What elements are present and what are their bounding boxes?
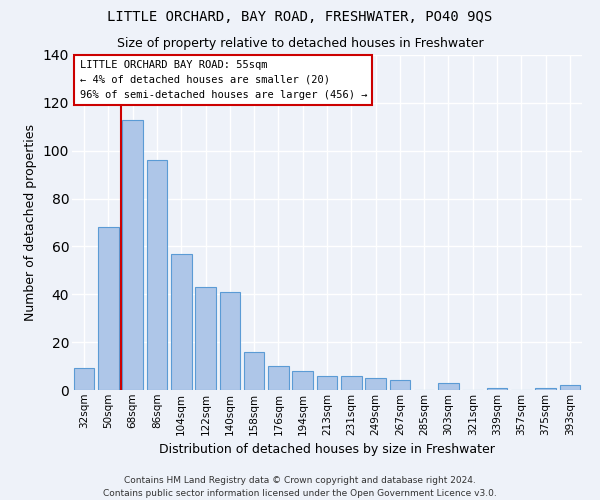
Bar <box>487 388 508 390</box>
Bar <box>171 254 191 390</box>
Text: Contains HM Land Registry data © Crown copyright and database right 2024.
Contai: Contains HM Land Registry data © Crown c… <box>103 476 497 498</box>
Bar <box>98 228 119 390</box>
Bar <box>146 160 167 390</box>
Bar <box>438 383 459 390</box>
Bar <box>220 292 240 390</box>
Text: LITTLE ORCHARD, BAY ROAD, FRESHWATER, PO40 9QS: LITTLE ORCHARD, BAY ROAD, FRESHWATER, PO… <box>107 10 493 24</box>
Bar <box>292 371 313 390</box>
Text: LITTLE ORCHARD BAY ROAD: 55sqm
← 4% of detached houses are smaller (20)
96% of s: LITTLE ORCHARD BAY ROAD: 55sqm ← 4% of d… <box>80 60 367 100</box>
Bar <box>317 376 337 390</box>
Bar <box>535 388 556 390</box>
Bar <box>389 380 410 390</box>
Y-axis label: Number of detached properties: Number of detached properties <box>24 124 37 321</box>
X-axis label: Distribution of detached houses by size in Freshwater: Distribution of detached houses by size … <box>159 443 495 456</box>
Bar <box>560 385 580 390</box>
Bar <box>122 120 143 390</box>
Bar <box>195 287 216 390</box>
Bar <box>341 376 362 390</box>
Bar <box>268 366 289 390</box>
Bar <box>244 352 265 390</box>
Text: Size of property relative to detached houses in Freshwater: Size of property relative to detached ho… <box>116 36 484 50</box>
Bar <box>365 378 386 390</box>
Bar <box>74 368 94 390</box>
